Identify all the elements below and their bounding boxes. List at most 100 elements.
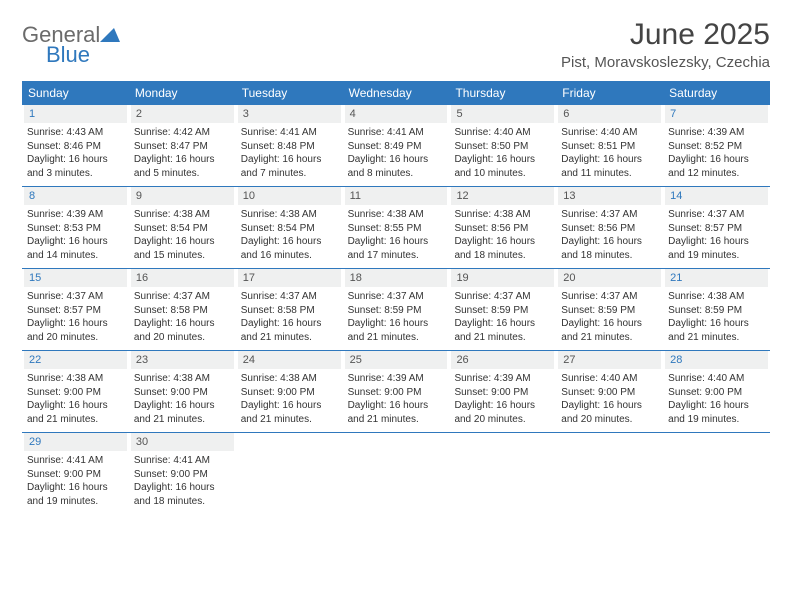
- calendar-cell: 22Sunrise: 4:38 AMSunset: 9:00 PMDayligh…: [22, 351, 129, 432]
- daylight-line2: and 21 minutes.: [348, 413, 445, 427]
- day-number: 30: [131, 433, 234, 451]
- day-number: 22: [24, 351, 127, 369]
- day-info: Sunrise: 4:40 AMSunset: 8:51 PMDaylight:…: [558, 126, 661, 180]
- day-number: 12: [451, 187, 554, 205]
- day-header-monday: Monday: [129, 81, 236, 105]
- daylight-line1: Daylight: 16 hours: [27, 481, 124, 495]
- sunset-text: Sunset: 8:54 PM: [134, 222, 231, 236]
- sunset-text: Sunset: 8:48 PM: [241, 140, 338, 154]
- calendar-cell: 7 Sunrise: 4:39 AMSunset: 8:52 PMDaylight…: [663, 105, 770, 186]
- day-number: 17: [238, 269, 341, 287]
- daylight-line1: Daylight: 16 hours: [27, 153, 124, 167]
- day-number: 25: [345, 351, 448, 369]
- daylight-line1: Daylight: 16 hours: [134, 481, 231, 495]
- daylight-line1: Daylight: 16 hours: [241, 153, 338, 167]
- location-text: Pist, Moravskoslezsky, Czechia: [561, 54, 770, 71]
- day-number: 28: [665, 351, 768, 369]
- sunset-text: Sunset: 8:56 PM: [561, 222, 658, 236]
- sunrise-text: Sunrise: 4:37 AM: [27, 290, 124, 304]
- calendar-cell: [343, 433, 450, 514]
- daylight-line1: Daylight: 16 hours: [561, 235, 658, 249]
- sunrise-text: Sunrise: 4:38 AM: [241, 208, 338, 222]
- day-number: 21: [665, 269, 768, 287]
- calendar-cell: 9Sunrise: 4:38 AMSunset: 8:54 PMDaylight…: [129, 187, 236, 268]
- day-info: Sunrise: 4:41 AMSunset: 9:00 PMDaylight:…: [131, 454, 234, 508]
- day-info: Sunrise: 4:41 AMSunset: 8:48 PMDaylight:…: [238, 126, 341, 180]
- day-number: 26: [451, 351, 554, 369]
- calendar-cell: 17Sunrise: 4:37 AMSunset: 8:58 PMDayligh…: [236, 269, 343, 350]
- day-number: 13: [558, 187, 661, 205]
- day-header-saturday: Saturday: [663, 81, 770, 105]
- daylight-line1: Daylight: 16 hours: [668, 153, 765, 167]
- brand-logo: General Blue: [22, 24, 120, 68]
- day-number: 2: [131, 105, 234, 123]
- day-number: 19: [451, 269, 554, 287]
- calendar-cell: 6Sunrise: 4:40 AMSunset: 8:51 PMDaylight…: [556, 105, 663, 186]
- day-info: Sunrise: 4:37 AMSunset: 8:57 PMDaylight:…: [665, 208, 768, 262]
- day-info: Sunrise: 4:37 AMSunset: 8:59 PMDaylight:…: [345, 290, 448, 344]
- day-number: 23: [131, 351, 234, 369]
- calendar-cell: 18Sunrise: 4:37 AMSunset: 8:59 PMDayligh…: [343, 269, 450, 350]
- day-info: Sunrise: 4:43 AMSunset: 8:46 PMDaylight:…: [24, 126, 127, 180]
- day-number: 3: [238, 105, 341, 123]
- sunrise-text: Sunrise: 4:41 AM: [134, 454, 231, 468]
- calendar-week: 29Sunrise: 4:41 AMSunset: 9:00 PMDayligh…: [22, 433, 770, 514]
- sunrise-text: Sunrise: 4:39 AM: [668, 126, 765, 140]
- calendar-cell: 24Sunrise: 4:38 AMSunset: 9:00 PMDayligh…: [236, 351, 343, 432]
- daylight-line1: Daylight: 16 hours: [454, 235, 551, 249]
- calendar-cell: 27Sunrise: 4:40 AMSunset: 9:00 PMDayligh…: [556, 351, 663, 432]
- daylight-line2: and 21 minutes.: [668, 331, 765, 345]
- sunrise-text: Sunrise: 4:40 AM: [561, 126, 658, 140]
- daylight-line2: and 12 minutes.: [668, 167, 765, 181]
- daylight-line2: and 3 minutes.: [27, 167, 124, 181]
- sunset-text: Sunset: 9:00 PM: [241, 386, 338, 400]
- daylight-line1: Daylight: 16 hours: [27, 317, 124, 331]
- sunrise-text: Sunrise: 4:37 AM: [668, 208, 765, 222]
- day-number: 7: [665, 105, 768, 123]
- daylight-line2: and 21 minutes.: [27, 413, 124, 427]
- day-info: Sunrise: 4:38 AMSunset: 9:00 PMDaylight:…: [238, 372, 341, 426]
- sunset-text: Sunset: 8:59 PM: [348, 304, 445, 318]
- calendar-cell: 23Sunrise: 4:38 AMSunset: 9:00 PMDayligh…: [129, 351, 236, 432]
- daylight-line1: Daylight: 16 hours: [454, 399, 551, 413]
- daylight-line1: Daylight: 16 hours: [241, 399, 338, 413]
- day-info: Sunrise: 4:39 AMSunset: 8:53 PMDaylight:…: [24, 208, 127, 262]
- daylight-line2: and 21 minutes.: [454, 331, 551, 345]
- day-number: 8: [24, 187, 127, 205]
- sunrise-text: Sunrise: 4:37 AM: [241, 290, 338, 304]
- calendar-cell: 4Sunrise: 4:41 AMSunset: 8:49 PMDaylight…: [343, 105, 450, 186]
- daylight-line2: and 19 minutes.: [27, 495, 124, 509]
- daylight-line1: Daylight: 16 hours: [134, 235, 231, 249]
- sunset-text: Sunset: 9:00 PM: [454, 386, 551, 400]
- sunset-text: Sunset: 9:00 PM: [348, 386, 445, 400]
- sunrise-text: Sunrise: 4:42 AM: [134, 126, 231, 140]
- day-number: 27: [558, 351, 661, 369]
- month-title: June 2025: [561, 18, 770, 52]
- daylight-line1: Daylight: 16 hours: [348, 235, 445, 249]
- daylight-line1: Daylight: 16 hours: [668, 235, 765, 249]
- daylight-line1: Daylight: 16 hours: [241, 235, 338, 249]
- sunrise-text: Sunrise: 4:38 AM: [454, 208, 551, 222]
- calendar-cell: 21Sunrise: 4:38 AMSunset: 8:59 PMDayligh…: [663, 269, 770, 350]
- sunrise-text: Sunrise: 4:38 AM: [348, 208, 445, 222]
- daylight-line2: and 21 minutes.: [134, 413, 231, 427]
- sunset-text: Sunset: 8:55 PM: [348, 222, 445, 236]
- sunset-text: Sunset: 9:00 PM: [134, 468, 231, 482]
- day-header-sunday: Sunday: [22, 81, 129, 105]
- daylight-line2: and 21 minutes.: [348, 331, 445, 345]
- daylight-line2: and 20 minutes.: [134, 331, 231, 345]
- day-number: 11: [345, 187, 448, 205]
- title-block: June 2025 Pist, Moravskoslezsky, Czechia: [561, 18, 770, 71]
- calendar-cell: [556, 433, 663, 514]
- day-header-wednesday: Wednesday: [343, 81, 450, 105]
- sunset-text: Sunset: 8:54 PM: [241, 222, 338, 236]
- daylight-line2: and 18 minutes.: [454, 249, 551, 263]
- sunrise-text: Sunrise: 4:39 AM: [454, 372, 551, 386]
- day-header-thursday: Thursday: [449, 81, 556, 105]
- day-info: Sunrise: 4:39 AMSunset: 9:00 PMDaylight:…: [345, 372, 448, 426]
- daylight-line1: Daylight: 16 hours: [348, 317, 445, 331]
- day-info: Sunrise: 4:39 AMSunset: 8:52 PMDaylight:…: [665, 126, 768, 180]
- day-header-row: Sunday Monday Tuesday Wednesday Thursday…: [22, 81, 770, 105]
- sunset-text: Sunset: 9:00 PM: [134, 386, 231, 400]
- daylight-line1: Daylight: 16 hours: [348, 153, 445, 167]
